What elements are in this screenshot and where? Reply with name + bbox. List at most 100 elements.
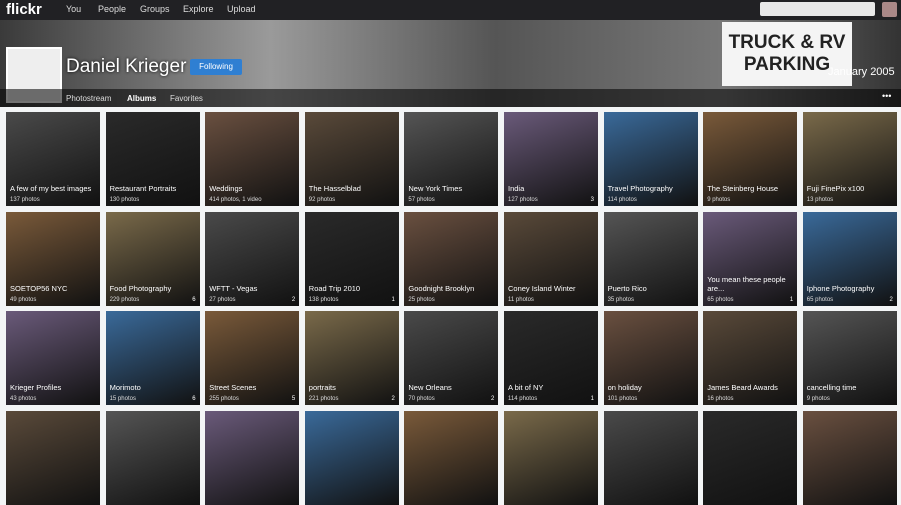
album-title: Street Scenes [209,383,257,392]
profile-tab[interactable]: Photostream [66,94,112,103]
cover-photo: TRUCK & RV PARKING January 2005 Daniel Kr… [0,20,901,107]
album-tile[interactable]: Coney Island Winter 11 photos [504,211,598,306]
album-tile[interactable] [504,410,598,505]
comment-count: 2 [491,396,495,402]
cover-sign: TRUCK & RV PARKING [722,22,852,86]
album-tile[interactable]: Weddings 414 photos, 1 video [205,112,300,206]
photo-count: 27 photos [209,296,236,303]
album-tile[interactable]: A bit of NY 114 photos 1 [504,311,598,405]
album-title: A few of my best images [10,184,92,193]
album-tile[interactable]: Restaurant Portraits 130 photos [105,112,200,206]
comment-count: 2 [291,296,296,303]
album-tile[interactable]: James Beard Awards 16 photos [703,311,798,405]
album-title: portraits [308,383,336,392]
photo-count: 130 photos [109,197,140,203]
photo-count: 13 photos [806,197,834,203]
nav-link[interactable]: Explore [183,4,214,14]
album-tile[interactable]: portraits 221 photos 2 [304,311,399,405]
album-tile[interactable]: on holiday 101 photos [603,311,698,405]
nav-link[interactable]: You [66,4,82,14]
album-tile[interactable]: The Hasselblad 92 photos [304,112,399,206]
photo-count: 35 photos [607,296,634,303]
album-title: Restaurant Portraits [109,184,177,193]
profile-name: Daniel Krieger [66,56,187,77]
photo-count: 221 photos [308,396,339,402]
album-title: Food Photography [109,283,172,293]
album-tile[interactable] [205,410,300,505]
photo-count: 65 photos [707,296,734,303]
album-tile[interactable] [603,410,698,505]
search-box[interactable] [760,2,875,16]
album-tile[interactable]: Iphone Photography 65 photos 2 [802,211,897,306]
photo-count: 114 photos [508,396,538,402]
album-tile[interactable] [105,410,200,505]
nav-link[interactable]: Upload [227,4,256,14]
album-tile[interactable]: WFTT - Vegas 27 photos 2 [205,211,300,306]
album-tile[interactable]: Food Photography 229 photos 6 [105,211,200,306]
album-tile[interactable] [703,410,798,505]
album-title: on holiday [607,383,642,392]
album-tile[interactable]: Road Trip 2010 138 photos 1 [304,211,399,306]
album-tile[interactable]: Goodnight Brooklyn 25 photos [404,211,499,306]
user-avatar[interactable] [882,2,897,17]
photo-count: 92 photos [308,197,336,203]
profile-tab[interactable]: Albums [127,94,157,103]
album-tile[interactable]: Puerto Rico 35 photos [603,211,698,306]
more-button[interactable]: ••• [882,91,892,101]
comment-count: 3 [590,197,594,203]
nav-link[interactable]: People [98,4,127,14]
album-tile[interactable] [802,410,897,505]
profile-tab[interactable]: Favorites [170,94,203,103]
photo-count: 9 photos [806,396,830,402]
photo-count: 229 photos [109,296,140,303]
album-title: Weddings [209,184,243,193]
comment-count: 2 [391,396,395,402]
sign-line: TRUCK & RV [728,32,846,53]
album-tile[interactable]: Fuji FinePix x100 13 photos [802,112,897,206]
album-tile[interactable]: You mean these people are... 65 photos 1 [703,211,798,306]
photo-count: 16 photos [707,396,734,402]
follow-button[interactable]: Following [190,59,242,75]
logo[interactable]: flickr [6,1,42,18]
album-tile[interactable]: Krieger Profiles 43 photos [6,311,100,405]
album-title: New Orleans [408,383,452,392]
album-title: James Beard Awards [707,383,778,392]
album-tile[interactable]: The Steinberg House 9 photos [703,112,798,206]
album-title: You mean these people are... [707,274,786,293]
comment-count: 1 [789,296,794,303]
album-title: The Hasselblad [308,184,361,193]
comment-count: 5 [291,396,296,402]
album-title: Goodnight Brooklyn [408,283,475,293]
photo-count: 70 photos [408,396,435,402]
album-tile[interactable]: cancelling time 9 photos [802,311,897,405]
album-tile[interactable] [6,410,100,505]
album-title: Morimoto [109,383,141,392]
comment-count: 2 [889,296,893,303]
album-title: Puerto Rico [607,283,647,293]
album-tile[interactable]: India 127 photos 3 [504,112,598,206]
album-tile[interactable] [404,410,499,505]
album-tile[interactable]: Morimoto 15 photos 6 [105,311,200,405]
album-tile[interactable]: Travel Photography 114 photos [603,112,698,206]
top-nav: flickr You People Groups Explore Upload [0,0,901,20]
photo-count: 138 photos [308,296,339,303]
comment-count: 1 [391,296,395,303]
album-tile[interactable] [304,410,399,505]
sign-line: PARKING [743,54,831,75]
photo-count: 43 photos [10,396,37,402]
album-tile[interactable]: Street Scenes 255 photos 5 [205,311,300,405]
photo-count: 25 photos [408,296,435,303]
photo-count: 114 photos [607,197,637,203]
album-title: New York Times [408,184,463,193]
album-tile[interactable]: A few of my best images 137 photos [6,112,100,206]
album-tile[interactable]: New Orleans 70 photos 2 [404,311,499,405]
photo-count: 127 photos [508,197,538,203]
nav-link[interactable]: Groups [140,4,170,14]
album-tile[interactable]: New York Times 57 photos [404,112,499,206]
cover-date: January 2005 [828,66,895,78]
album-title: Travel Photography [607,184,673,193]
photo-count: 137 photos [10,197,40,203]
album-tile[interactable]: SOETOP56 NYC 49 photos [6,211,100,306]
album-title: Coney Island Winter [508,283,576,293]
tab-bar: ••• Photostream Albums Favorites [0,89,901,107]
